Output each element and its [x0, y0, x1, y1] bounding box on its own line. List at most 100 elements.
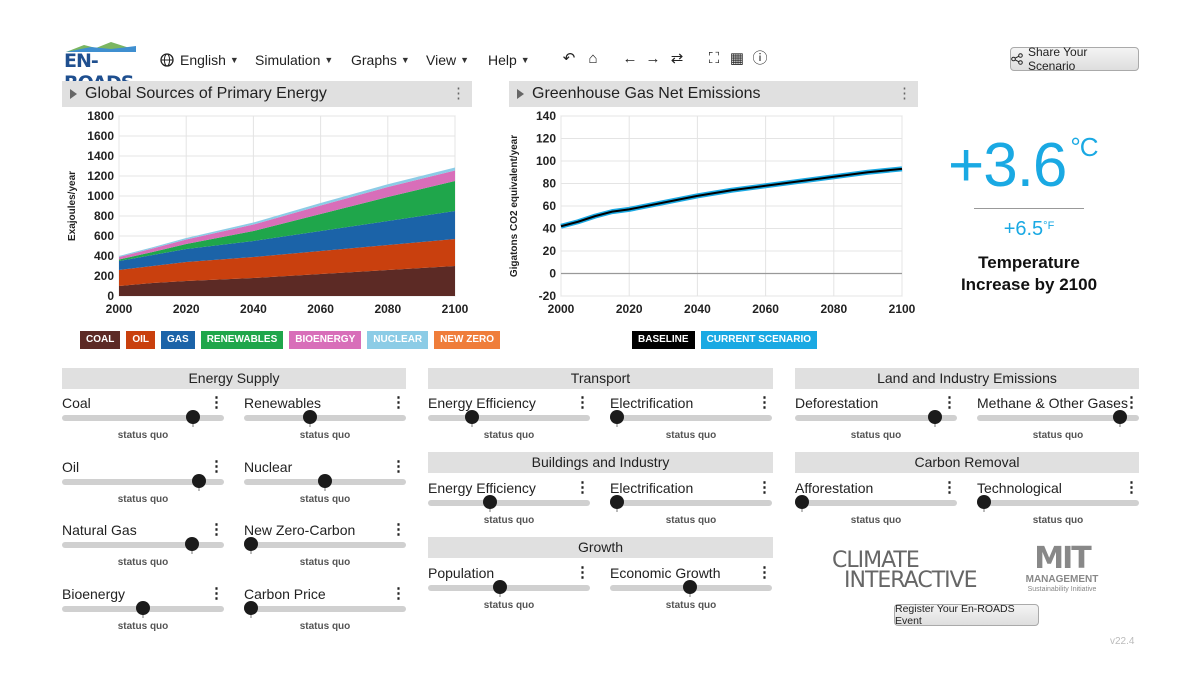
slider-deforestation[interactable]: Deforestation ⋮ status quo: [795, 395, 957, 443]
more-options-icon[interactable]: ⋮: [209, 394, 224, 411]
slider-buildings-efficiency[interactable]: Energy Efficiency ⋮ status quo: [428, 480, 590, 528]
graph2-header[interactable]: Greenhouse Gas Net Emissions ⋮: [509, 81, 918, 107]
slider-handle[interactable]: [244, 601, 258, 615]
legend-bioenergy[interactable]: BIOENERGY: [289, 331, 362, 349]
table-icon[interactable]: ▦: [729, 50, 745, 67]
slider-track[interactable]: [610, 500, 772, 506]
legend-renewables[interactable]: RENEWABLES: [200, 331, 284, 349]
slider-handle[interactable]: [186, 410, 201, 424]
menu-graphs[interactable]: Graphs ▼: [351, 50, 410, 70]
more-options-icon[interactable]: ⋮: [391, 394, 406, 411]
slider-handle[interactable]: [465, 410, 479, 424]
slider-buildings-electrification[interactable]: Electrification ⋮ status quo: [610, 480, 772, 528]
more-options-icon[interactable]: ⋮: [391, 585, 406, 602]
more-options-icon[interactable]: ⋮: [209, 458, 224, 475]
forward-arrow-icon[interactable]: →: [645, 50, 661, 67]
slider-handle[interactable]: [184, 537, 199, 551]
more-options-icon[interactable]: ⋮: [757, 564, 772, 581]
expand-triangle-icon[interactable]: [517, 89, 524, 99]
more-options-icon[interactable]: ⋮: [757, 479, 772, 496]
slider-track[interactable]: [428, 500, 590, 506]
slider-track[interactable]: [977, 415, 1139, 421]
slider-population[interactable]: Population ⋮ status quo: [428, 565, 590, 613]
more-options-icon[interactable]: ⋮: [575, 564, 590, 581]
more-options-icon[interactable]: ⋮: [1124, 479, 1139, 496]
menu-help[interactable]: Help ▼: [488, 50, 530, 70]
slider-handle[interactable]: [610, 410, 624, 424]
slider-handle[interactable]: [977, 495, 991, 509]
slider-track[interactable]: [977, 500, 1139, 506]
more-options-icon[interactable]: ⋮: [209, 585, 224, 602]
climate-interactive-logo[interactable]: CLIMATE INTERACTIVE: [830, 548, 978, 593]
slider-handle[interactable]: [610, 495, 624, 509]
more-options-icon[interactable]: ⋮: [391, 458, 406, 475]
menu-language[interactable]: English ▼: [160, 50, 239, 70]
slider-handle[interactable]: [482, 495, 497, 509]
undo-icon[interactable]: ↶: [562, 50, 576, 67]
slider-methane[interactable]: Methane & Other Gases ⋮ status quo: [977, 395, 1139, 443]
more-options-icon[interactable]: ⋮: [897, 85, 912, 102]
slider-handle[interactable]: [795, 495, 809, 509]
fullscreen-icon[interactable]: ⛶: [708, 50, 720, 67]
legend-current-scenario[interactable]: CURRENT SCENARIO: [700, 331, 818, 349]
legend-nuclear[interactable]: NUCLEAR: [367, 331, 429, 349]
slider-handle[interactable]: [1113, 410, 1128, 424]
en-roads-logo[interactable]: EN-ROADS: [62, 40, 140, 94]
slider-coal[interactable]: Coal ⋮ status quo: [62, 395, 224, 443]
menu-simulation[interactable]: Simulation ▼: [255, 50, 333, 70]
slider-track[interactable]: [428, 585, 590, 591]
legend-baseline[interactable]: BASELINE: [632, 331, 695, 349]
legend-coal[interactable]: COAL: [80, 331, 121, 349]
slider-handle[interactable]: [493, 580, 508, 594]
more-options-icon[interactable]: ⋮: [1124, 394, 1139, 411]
slider-carbon-price[interactable]: Carbon Price ⋮ status quo: [244, 586, 406, 634]
share-scenario-button[interactable]: Share Your Scenario: [1010, 45, 1139, 73]
slider-oil[interactable]: Oil ⋮ status quo: [62, 459, 224, 507]
expand-triangle-icon[interactable]: [70, 89, 77, 99]
register-event-button[interactable]: Register Your En-ROADS Event: [894, 603, 1039, 627]
graph1-header[interactable]: Global Sources of Primary Energy ⋮: [62, 81, 472, 107]
redo-icon[interactable]: ⇄: [670, 50, 684, 67]
slider-handle[interactable]: [192, 474, 207, 488]
legend-oil[interactable]: OIL: [126, 331, 156, 349]
slider-track[interactable]: [244, 542, 406, 548]
legend-new-zero[interactable]: NEW ZERO: [434, 331, 501, 349]
home-icon[interactable]: ⌂: [588, 50, 598, 67]
slider-handle[interactable]: [928, 410, 943, 424]
slider-track[interactable]: [244, 606, 406, 612]
slider-track[interactable]: [62, 415, 224, 421]
slider-track[interactable]: [795, 415, 957, 421]
slider-handle[interactable]: [136, 601, 150, 615]
more-options-icon[interactable]: ⋮: [757, 394, 772, 411]
slider-afforestation[interactable]: Afforestation ⋮ status quo: [795, 480, 957, 528]
slider-handle[interactable]: [303, 410, 318, 424]
more-options-icon[interactable]: ⋮: [575, 394, 590, 411]
slider-track[interactable]: [244, 415, 406, 421]
back-arrow-icon[interactable]: ←: [622, 50, 638, 67]
slider-transport-electrification[interactable]: Electrification ⋮ status quo: [610, 395, 772, 443]
slider-transport-efficiency[interactable]: Energy Efficiency ⋮ status quo: [428, 395, 590, 443]
legend-gas[interactable]: GAS: [161, 331, 195, 349]
slider-track[interactable]: [62, 479, 224, 485]
more-options-icon[interactable]: ⋮: [451, 85, 466, 102]
slider-track[interactable]: [795, 500, 957, 506]
more-options-icon[interactable]: ⋮: [575, 479, 590, 496]
slider-track[interactable]: [428, 415, 590, 421]
slider-nuclear[interactable]: Nuclear ⋮ status quo: [244, 459, 406, 507]
slider-handle[interactable]: [318, 474, 332, 488]
slider-handle[interactable]: [244, 537, 258, 551]
info-icon[interactable]: ⓘ: [752, 50, 768, 67]
more-options-icon[interactable]: ⋮: [209, 521, 224, 538]
menu-view[interactable]: View ▼: [426, 50, 469, 70]
slider-handle[interactable]: [682, 580, 697, 594]
more-options-icon[interactable]: ⋮: [942, 479, 957, 496]
slider-new-zero-carbon[interactable]: New Zero-Carbon ⋮ status quo: [244, 522, 406, 570]
slider-track[interactable]: [610, 415, 772, 421]
slider-bioenergy[interactable]: Bioenergy ⋮ status quo: [62, 586, 224, 634]
slider-economic-growth[interactable]: Economic Growth ⋮ status quo: [610, 565, 772, 613]
mit-management-logo[interactable]: MIT MANAGEMENT Sustainability Initiative: [1012, 544, 1112, 596]
slider-technological[interactable]: Technological ⋮ status quo: [977, 480, 1139, 528]
more-options-icon[interactable]: ⋮: [391, 521, 406, 538]
slider-natural-gas[interactable]: Natural Gas ⋮ status quo: [62, 522, 224, 570]
slider-renewables[interactable]: Renewables ⋮ status quo: [244, 395, 406, 443]
